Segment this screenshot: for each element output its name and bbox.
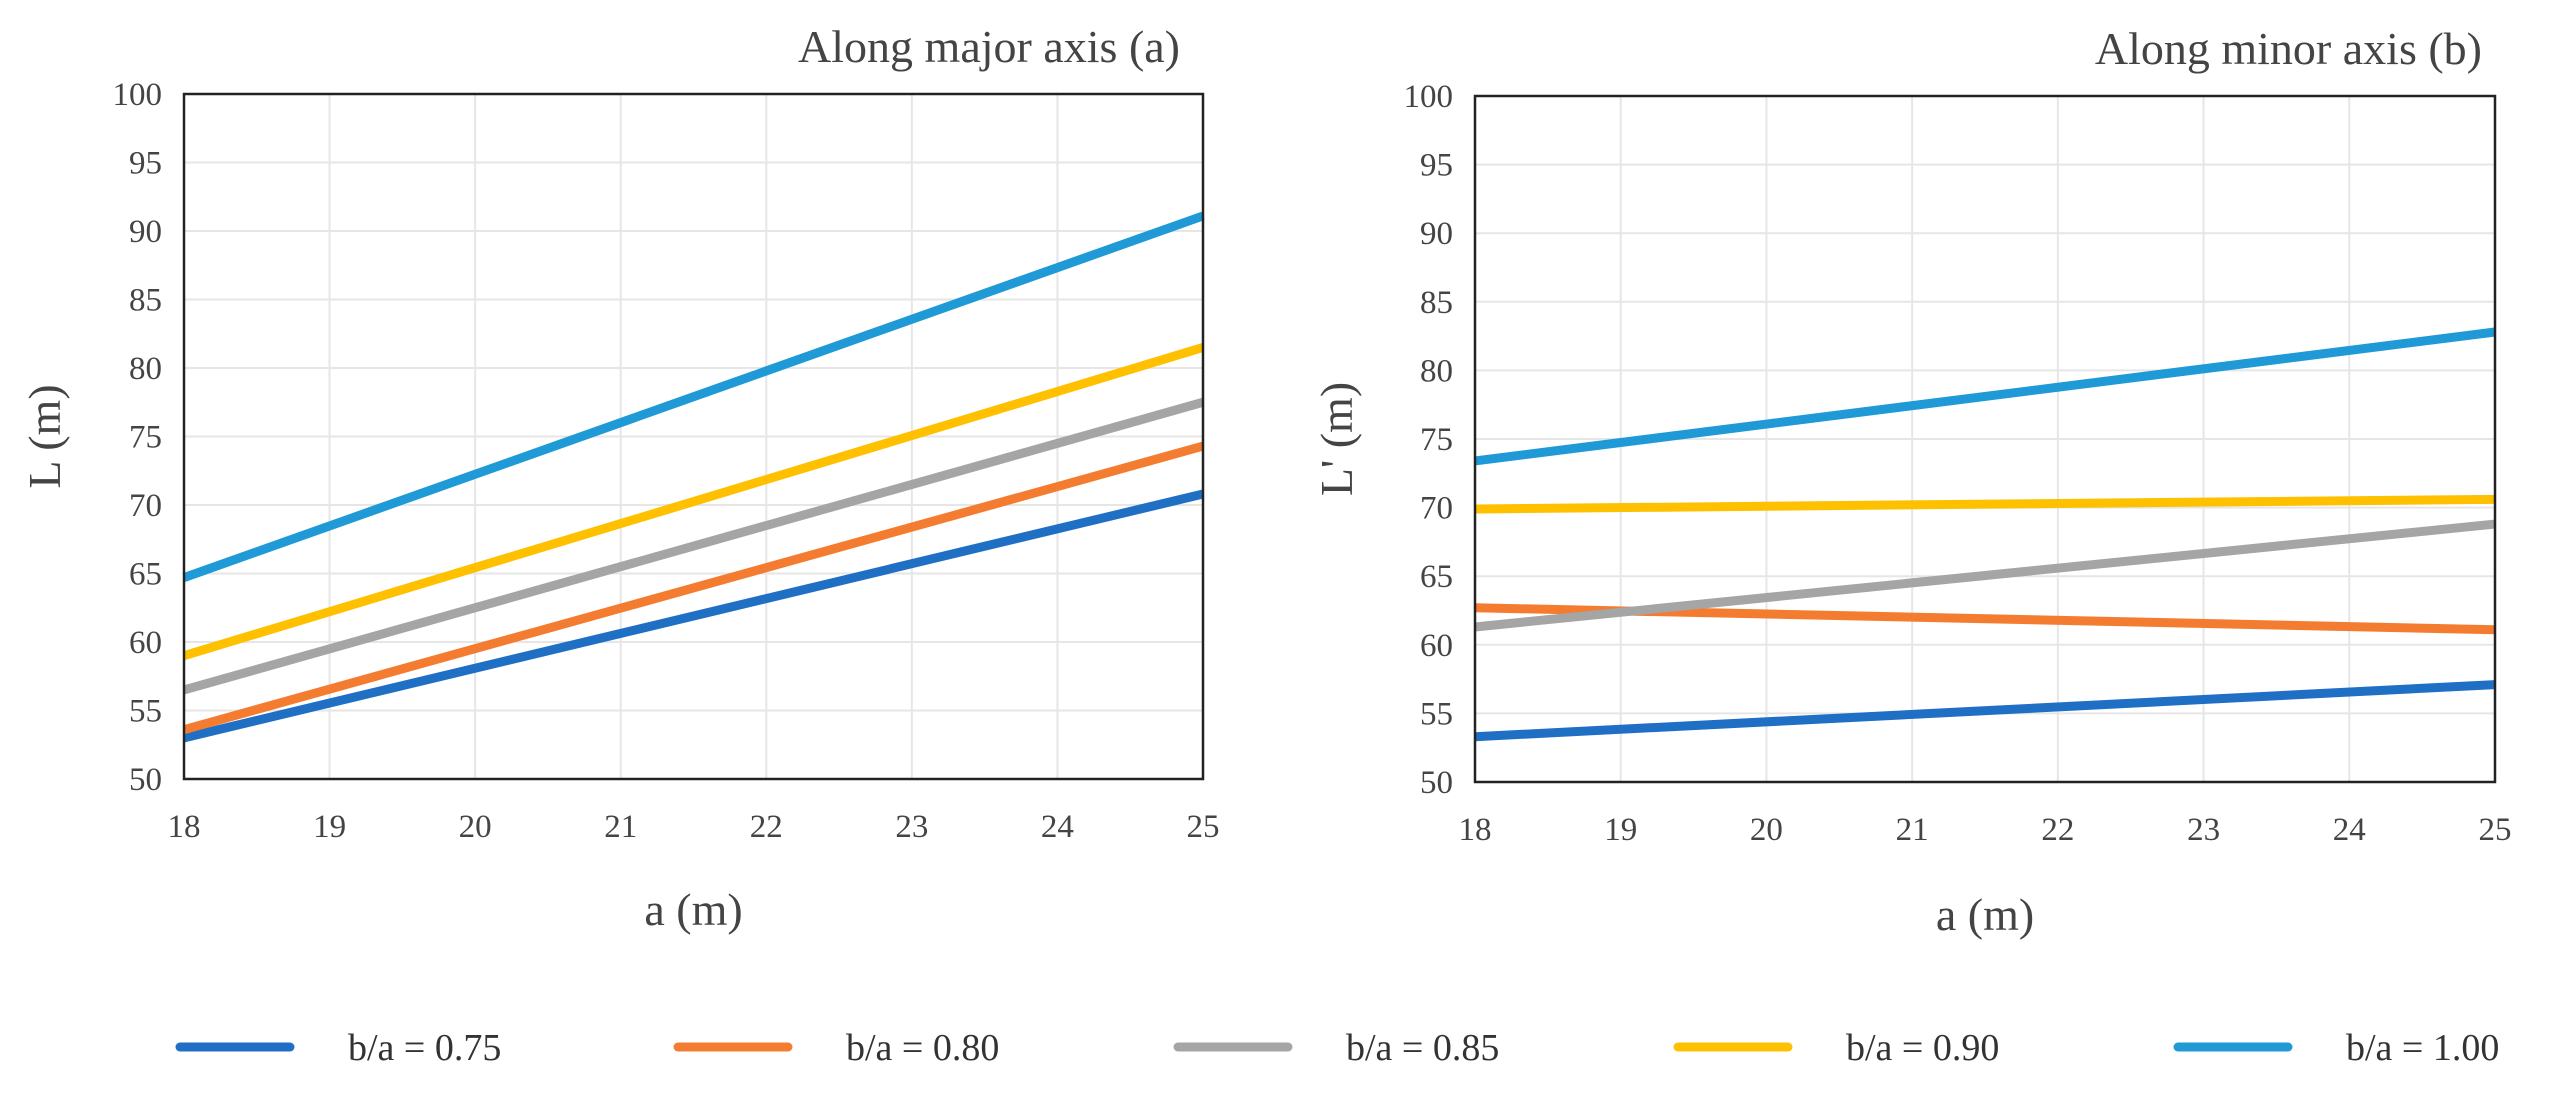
x-tick-label: 21 xyxy=(604,809,637,845)
y-tick-label: 50 xyxy=(1420,765,1453,801)
legend-item: b/a = 1.00 xyxy=(2173,1027,2499,1069)
y-tick-label: 70 xyxy=(129,488,162,524)
x-tick-label: 19 xyxy=(313,809,346,845)
y-tick-label: 65 xyxy=(1420,559,1453,595)
series-line-3 xyxy=(182,397,1205,695)
plot-area-frame xyxy=(182,92,1205,781)
y-tick-label: 80 xyxy=(129,351,162,387)
y-tick-label: 90 xyxy=(1420,216,1453,252)
y-tick-label: 55 xyxy=(129,694,162,730)
x-tick-label: 25 xyxy=(2479,812,2512,848)
x-tick-label: 23 xyxy=(895,809,928,845)
legend: b/a = 0.75 b/a = 0.80 b/a = 0.85 b/a = 0.90… xyxy=(175,1027,2499,1069)
y-tick-label: 75 xyxy=(129,420,162,456)
x-tick-label: 18 xyxy=(1459,812,1492,848)
y-tick-label: 90 xyxy=(129,214,162,250)
y-tick-label: 95 xyxy=(1420,148,1453,184)
y-tick-label: 55 xyxy=(1420,696,1453,732)
x-tick-label: 18 xyxy=(168,809,201,845)
y-tick-label: 80 xyxy=(1420,353,1453,389)
y-tick-label: 85 xyxy=(1420,285,1453,321)
series-line-5 xyxy=(1474,327,2496,466)
series-line-1 xyxy=(182,489,1205,743)
y-tick-label: 100 xyxy=(1404,79,1454,115)
legend-item: b/a = 0.90 xyxy=(1673,1027,1999,1069)
chart-title: Along minor axis (b) xyxy=(2095,23,2482,74)
x-tick-label: 22 xyxy=(750,809,783,845)
chart-panel-1: 50 55 60 65 70 75 80 85 90 95 100 18 19 20 21 22 23 24 25 A… xyxy=(19,21,1220,935)
legend-label: b/a = 0.80 xyxy=(846,1027,999,1069)
x-axis-title: a (m) xyxy=(1936,889,2034,940)
x-tick-label: 24 xyxy=(2333,812,2366,848)
x-tick-label: 19 xyxy=(1604,812,1637,848)
series-line-4 xyxy=(182,343,1205,661)
y-tick-label: 95 xyxy=(129,146,162,182)
series-line-5 xyxy=(182,211,1205,582)
y-axis-title: L (m) xyxy=(19,384,70,488)
y-tick-label: 75 xyxy=(1420,422,1453,458)
y-tick-label: 65 xyxy=(129,557,162,593)
y-tick-label: 100 xyxy=(113,77,163,113)
y-axis-title: L' (m) xyxy=(1311,382,1362,496)
x-tick-label: 20 xyxy=(459,809,492,845)
x-tick-label: 24 xyxy=(1041,809,1074,845)
y-tick-label: 60 xyxy=(129,625,162,661)
legend-label: b/a = 1.00 xyxy=(2346,1027,2499,1069)
y-tick-label: 60 xyxy=(1420,628,1453,664)
x-tick-label: 20 xyxy=(1750,812,1783,848)
plot-area-frame xyxy=(1473,94,2497,784)
x-tick-label: 21 xyxy=(1896,812,1929,848)
legend-item: b/a = 0.85 xyxy=(1173,1027,1499,1069)
x-tick-label: 22 xyxy=(2041,812,2074,848)
y-tick-label: 85 xyxy=(129,283,162,319)
legend-label: b/a = 0.75 xyxy=(348,1027,501,1069)
series-line-4 xyxy=(1474,494,2496,514)
series-line-2 xyxy=(182,441,1205,735)
series-line-1 xyxy=(1474,680,2496,742)
x-tick-label: 25 xyxy=(1187,809,1220,845)
y-tick-label: 70 xyxy=(1420,491,1453,527)
chart-panel-2: 50 55 60 65 70 75 80 85 90 95 100 18 19 20 21 22 23 24 25 A… xyxy=(1311,23,2512,940)
legend-label: b/a = 0.90 xyxy=(1846,1027,1999,1069)
legend-item: b/a = 0.80 xyxy=(673,1027,999,1069)
chart-panels: 50 55 60 65 70 75 80 85 90 95 100 18 19 20 21 22 23 24 25 A… xyxy=(19,21,2512,940)
legend-item: b/a = 0.75 xyxy=(175,1027,501,1069)
legend-label: b/a = 0.85 xyxy=(1346,1027,1499,1069)
chart-title: Along major axis (a) xyxy=(798,21,1180,72)
x-tick-label: 23 xyxy=(2187,812,2220,848)
y-tick-label: 50 xyxy=(129,762,162,798)
series-line-3 xyxy=(1474,519,2496,632)
x-axis-title: a (m) xyxy=(644,884,742,935)
